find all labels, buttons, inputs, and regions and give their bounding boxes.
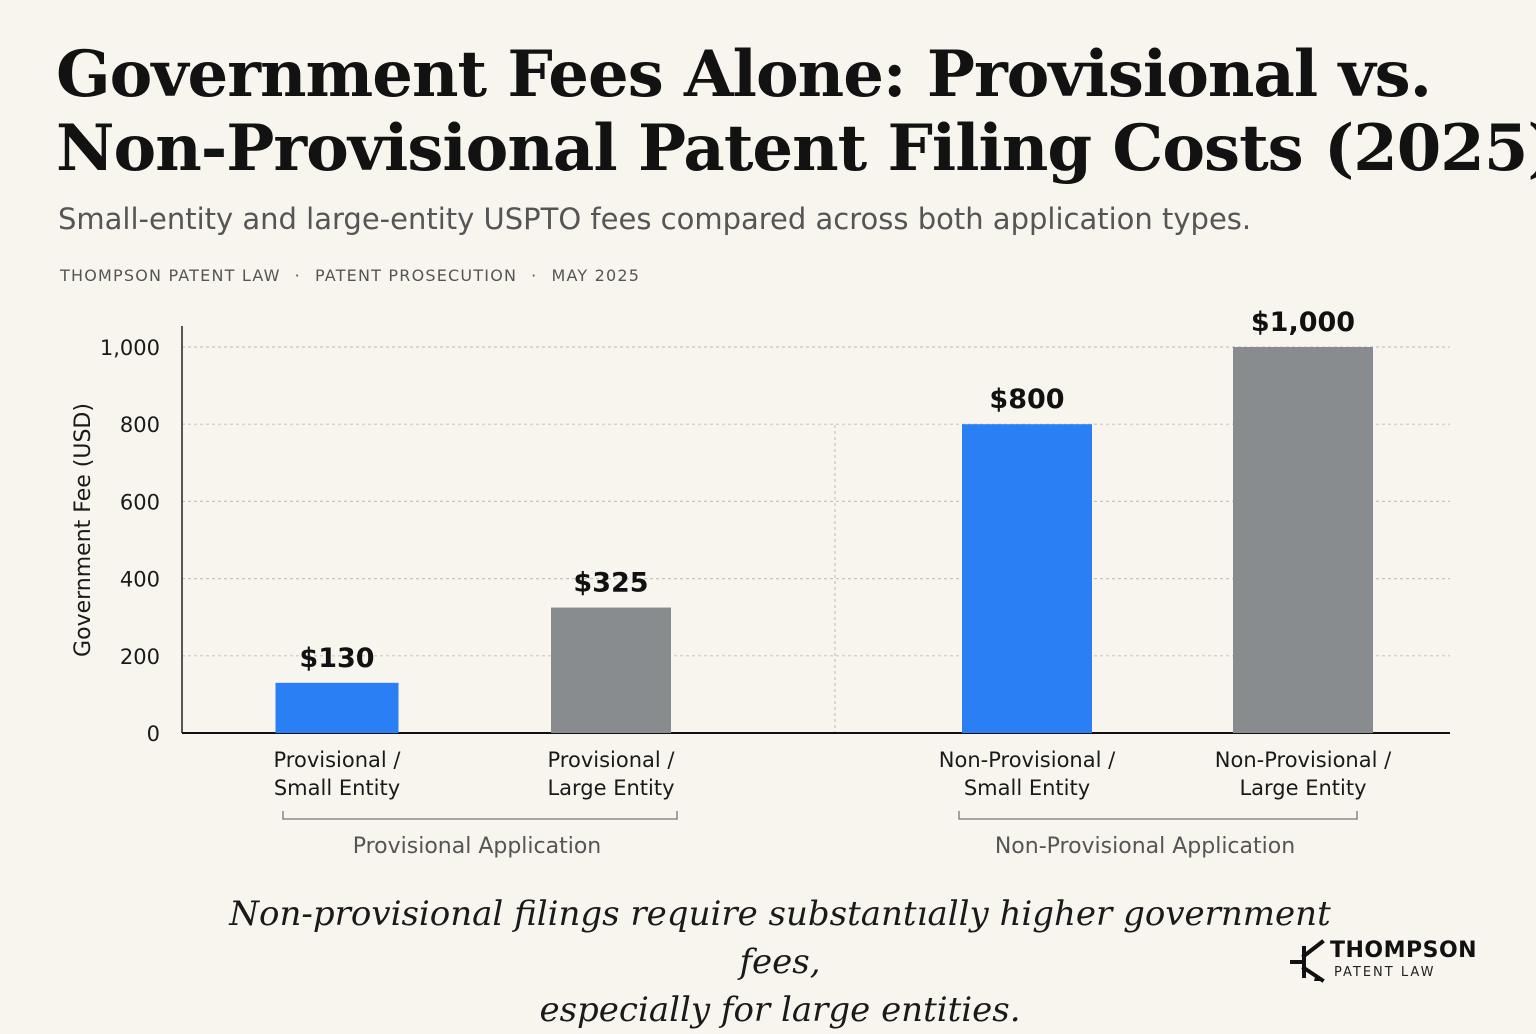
x-tick-label: Provisional /	[548, 748, 676, 772]
bar-chart: 0 200 400 600 800 1,000 Government Fee (USD) $1…	[71, 307, 1450, 859]
y-tick-label: 800	[120, 413, 160, 437]
takeaway-caption: Non-provisional filings require substant…	[190, 890, 1370, 1034]
bar-value-label: $130	[299, 643, 374, 674]
y-tick-label: 400	[120, 568, 160, 592]
title-line-1: Government Fees Alone: Provisional vs.	[56, 37, 1432, 112]
y-tick-label: 200	[120, 645, 160, 669]
x-tick-label: Provisional /	[274, 748, 402, 772]
x-tick-label: Large Entity	[547, 776, 674, 800]
bar-value-label: $1,000	[1251, 307, 1355, 338]
bar	[1233, 347, 1373, 733]
bar	[551, 607, 671, 733]
group-bracket	[958, 811, 1358, 820]
subtitle: Small-entity and large-entity USPTO fees…	[58, 202, 1252, 236]
byline: THOMPSON PATENT LAW · PATENT PROSECUTION · M…	[60, 266, 641, 285]
x-tick-label: Small Entity	[964, 776, 1090, 800]
bar	[962, 424, 1092, 733]
title-line-2: Non-Provisional Patent Filing Costs (202…	[56, 111, 1536, 186]
byline-date: MAY 2025	[551, 266, 641, 285]
y-axis-label: Government Fee (USD)	[71, 403, 96, 657]
y-tick-label: 0	[147, 722, 160, 746]
page-title: Government Fees Alone: Provisional vs. N…	[56, 37, 1536, 186]
x-tick-label: Small Entity	[274, 776, 400, 800]
group-label: Provisional Application	[353, 834, 602, 859]
transistor-mark-icon	[1290, 939, 1325, 983]
x-tick-label: Non-Provisional /	[1215, 748, 1392, 772]
bar-value-label: $325	[573, 568, 648, 599]
group-label: Non-Provisional Application	[995, 834, 1295, 859]
bar	[275, 682, 399, 733]
x-tick-label: Large Entity	[1239, 776, 1366, 800]
y-tick-label: 600	[120, 490, 160, 514]
takeaway-line-1: Non-provisional filings require substant…	[229, 894, 1331, 982]
logo-subtitle: PATENT LAW	[1334, 965, 1436, 980]
bar-value-label: $800	[989, 384, 1064, 415]
byline-firm: THOMPSON PATENT LAW	[60, 266, 281, 285]
logo-name: THOMPSON	[1330, 938, 1478, 963]
firm-logo: THOMPSON PATENT LAW	[1290, 934, 1490, 986]
byline-practice: PATENT PROSECUTION	[314, 266, 518, 285]
group-bracket	[282, 811, 678, 820]
y-tick-label: 1,000	[100, 336, 160, 360]
takeaway-line-2: especially for large entities.	[539, 990, 1021, 1030]
x-tick-label: Non-Provisional /	[939, 748, 1116, 772]
